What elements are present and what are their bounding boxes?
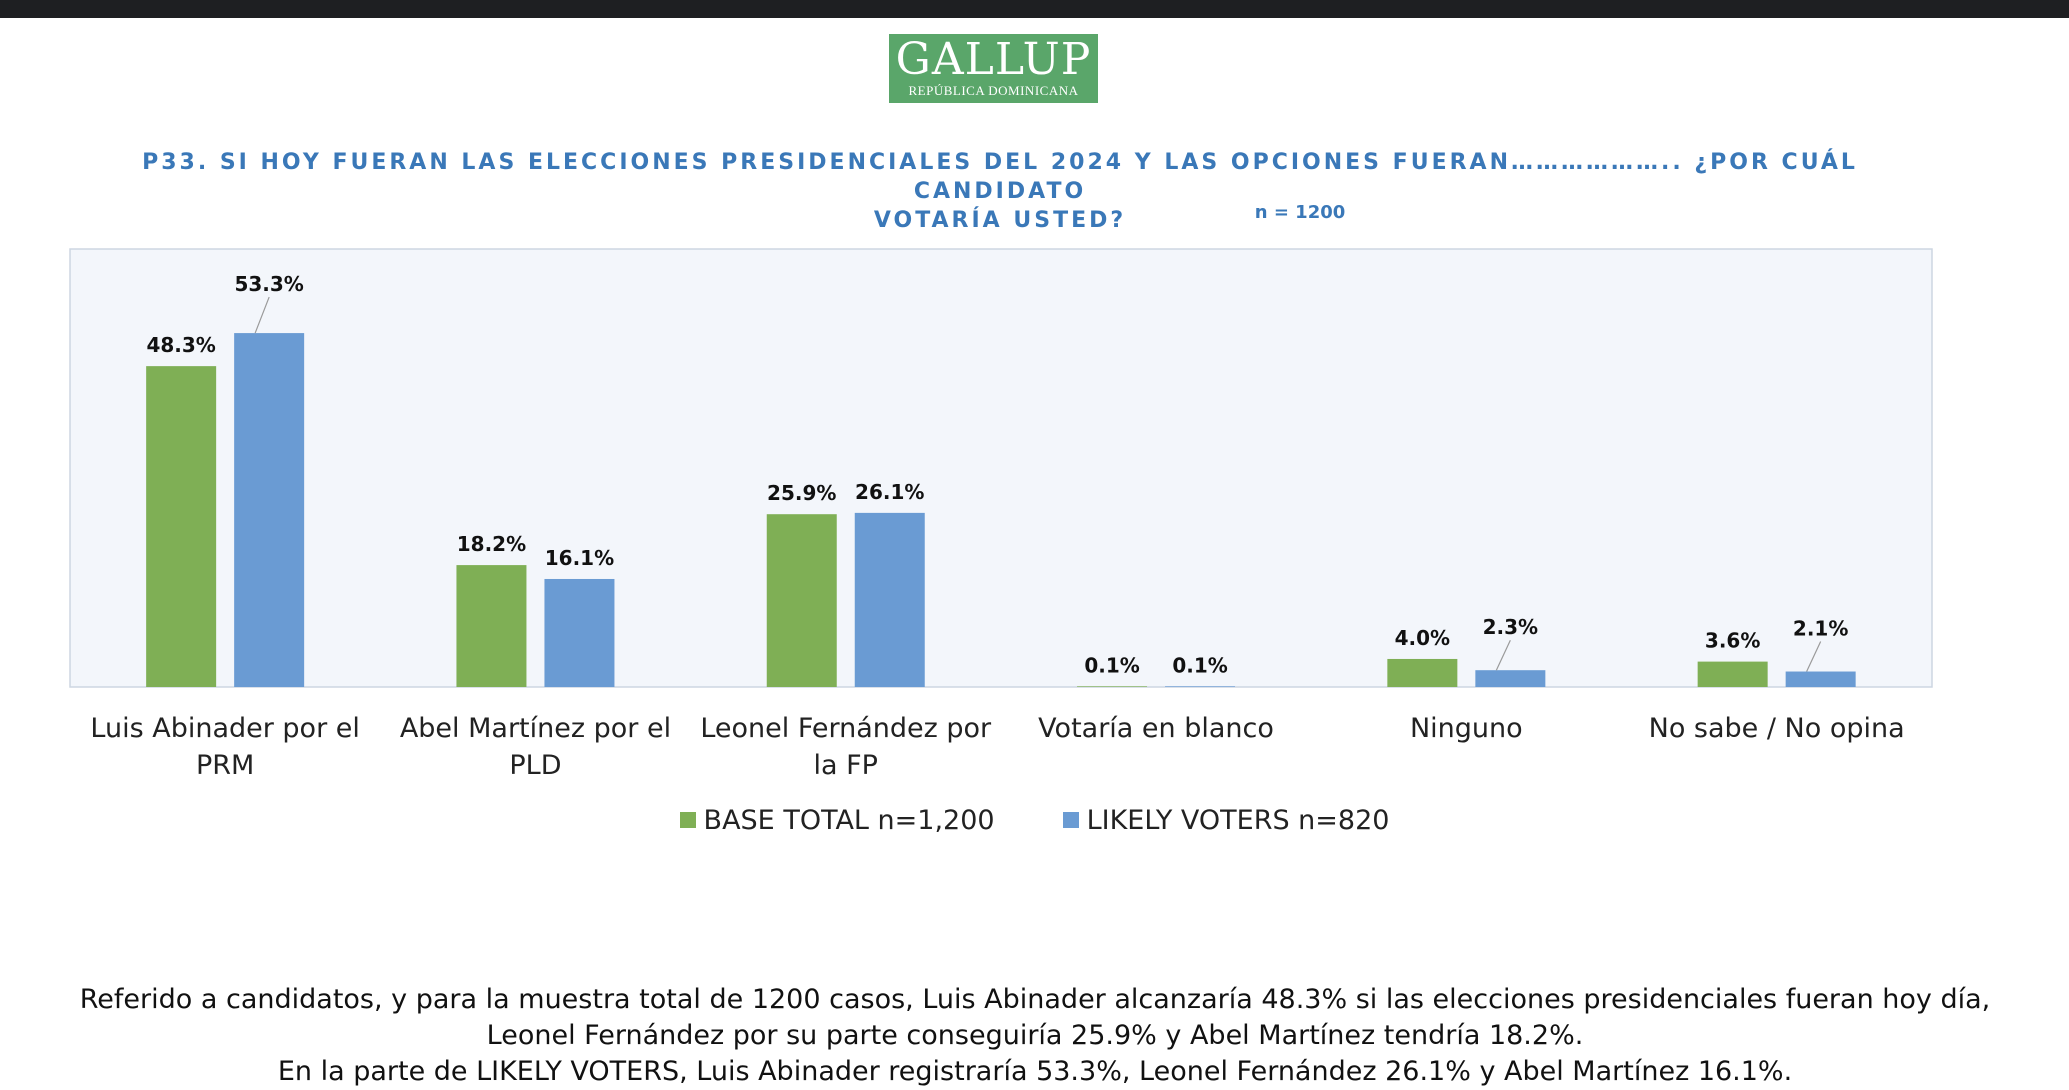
legend-swatch-likely-voters [1062,812,1079,828]
category-label-0-0: Luis Abinader por el [90,713,360,744]
summary-text: Referido a candidatos, y para la muestra… [40,982,2030,1090]
question-title: P33. SI HOY FUERAN LAS ELECCIONES PRESID… [60,148,1940,235]
summary-line-1: Referido a candidatos, y para la muestra… [79,984,1991,1015]
value-label-4-0: 4.0% [1395,626,1450,650]
category-label-4-0: Ninguno [1410,713,1523,744]
value-label-2-1: 26.1% [855,480,924,504]
gallup-logo: GALLUP REPÚBLICA DOMINICANA [889,34,1098,103]
category-label-0-1: PRM [196,750,254,781]
bar-base-total-5 [1697,661,1768,687]
value-label-3-1: 0.1% [1172,653,1227,677]
bar-likely-voters-4 [1475,670,1546,687]
bar-likely-voters-0 [234,333,305,687]
value-label-0-0: 48.3% [146,333,215,357]
leader-line-5-1 [1806,641,1822,672]
value-label-0-1: 53.3% [234,272,303,296]
top-bar [0,0,2069,18]
legend-swatch-base-total [679,812,696,828]
chart-value-labels: 48.3% 53.3% 18.2% 16.1% 25.9% 26.1% 0.1% 0.1% 4.… [146,272,1848,677]
bar-likely-voters-2 [854,512,925,687]
bar-likely-voters-3 [1165,686,1236,687]
category-label-2-0: Leonel Fernández por [700,713,992,744]
value-label-3-0: 0.1% [1084,653,1139,677]
value-label-5-0: 3.6% [1705,629,1760,653]
legend-item-base-total: BASE TOTAL n=1,200 [679,804,995,836]
summary-line-2: Leonel Fernández por su parte conseguirí… [486,1020,1584,1051]
value-label-5-1: 2.1% [1793,617,1848,641]
legend-label-base-total: BASE TOTAL n=1,200 [703,804,995,836]
bar-base-total-3 [1077,686,1148,687]
category-label-1-0: Abel Martínez por el [400,713,671,744]
chart-bars [146,333,1856,687]
category-label-3-0: Votaría en blanco [1038,713,1274,744]
category-label-5-0: No sabe / No opina [1649,713,1905,744]
value-label-4-1: 2.3% [1483,615,1538,639]
chart-legend: BASE TOTAL n=1,200 LIKELY VOTERS n=820 [0,802,2069,838]
leader-line-4-1 [1495,639,1511,671]
summary-line-3: En la parte de LIKELY VOTERS, Luis Abina… [277,1056,1793,1087]
sample-size: n = 1200 [1254,202,1346,223]
leader-line-0-1 [254,296,270,334]
logo-name: GALLUP [895,34,1092,85]
category-label-1-1: PLD [509,750,561,781]
value-label-2-0: 25.9% [767,481,836,505]
bar-base-total-4 [1387,658,1458,687]
logo-subtitle: REPÚBLICA DOMINICANA [908,83,1079,98]
chart-category-labels: Luis Abinader por el PRM Abel Martínez por… [90,713,1904,781]
bar-likely-voters-5 [1785,671,1856,687]
question-line-1: P33. SI HOY FUERAN LAS ELECCIONES PRESID… [142,150,1858,204]
legend-label-likely-voters: LIKELY VOTERS n=820 [1086,804,1390,836]
value-label-1-1: 16.1% [545,546,614,570]
value-label-1-0: 18.2% [457,532,526,556]
chart-leader-lines [254,296,1822,672]
plot-area [69,248,1933,688]
bar-chart: 48.3% 53.3% 18.2% 16.1% 25.9% 26.1% 0.1% 0.1% 4.… [69,248,1933,781]
question-line-2: VOTARÍA USTED? [873,208,1127,233]
legend-item-likely-voters: LIKELY VOTERS n=820 [1062,804,1390,836]
category-label-2-1: la FP [814,750,878,781]
bar-likely-voters-1 [544,578,615,687]
bar-base-total-0 [146,366,217,687]
bar-base-total-2 [766,514,837,687]
bar-base-total-1 [456,565,527,687]
